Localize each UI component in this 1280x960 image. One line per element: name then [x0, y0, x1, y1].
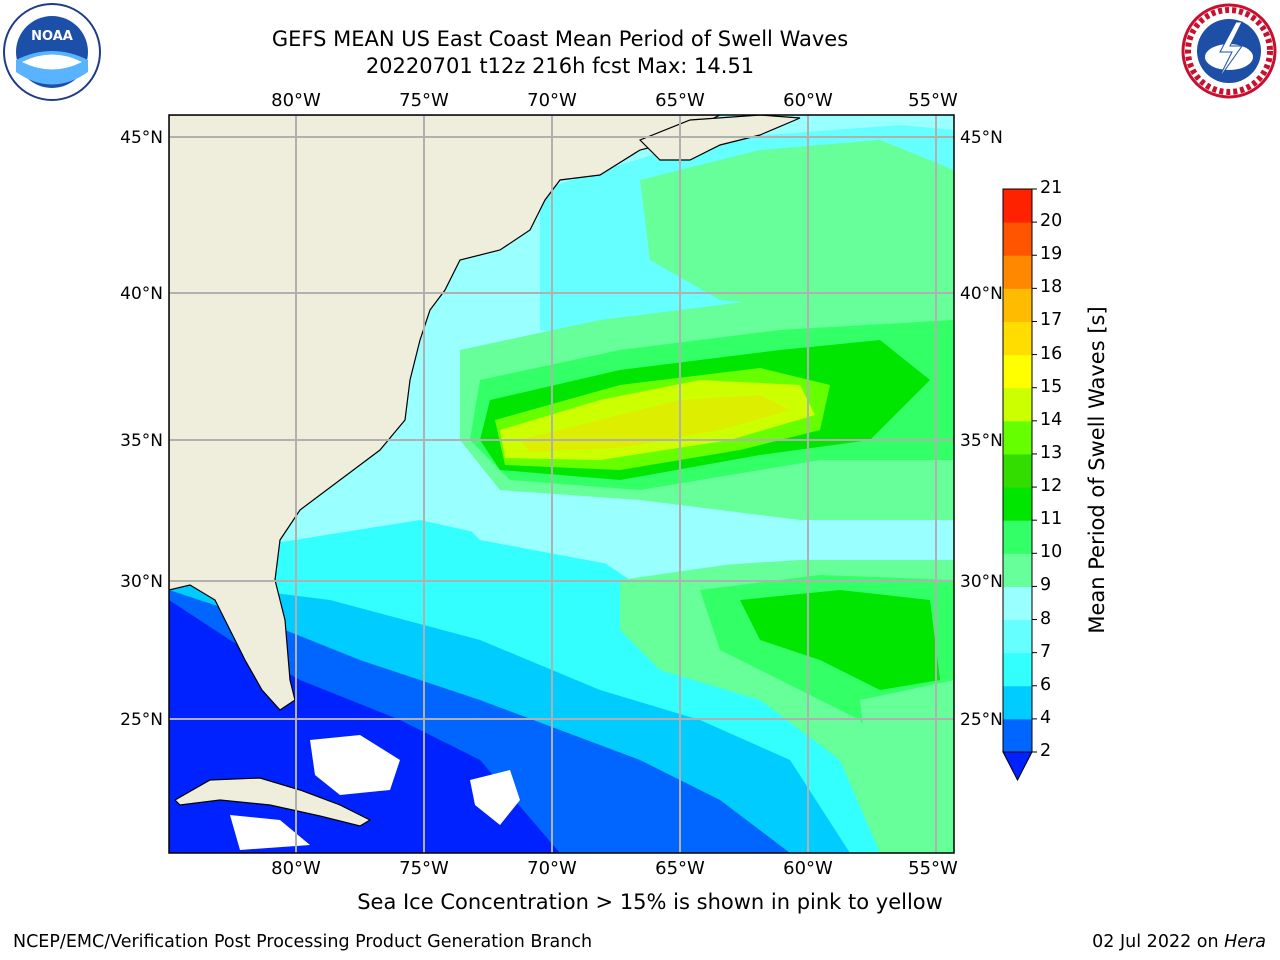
region-period-9-north	[640, 140, 954, 310]
lat-label-right: 45°N	[960, 128, 1003, 148]
colorbar-tick-label: 7	[1040, 641, 1052, 662]
region-period-14	[520, 395, 790, 452]
land-cuba	[174, 777, 372, 827]
colorbar-swatch	[1003, 652, 1032, 687]
noaa-logo: NOAA	[3, 3, 101, 101]
lat-label-right: 40°N	[960, 284, 1003, 304]
lat-label-left: 25°N	[120, 710, 163, 730]
region-period-11-south	[740, 590, 940, 690]
lon-label-bottom: 75°W	[399, 858, 449, 879]
lon-label-top: 65°W	[655, 90, 705, 111]
colorbar-swatch	[1003, 288, 1032, 322]
footer-host: Hera	[1224, 932, 1266, 952]
lat-label-left: 45°N	[120, 128, 163, 148]
colorbar-swatch	[1003, 255, 1032, 289]
sea-ice-note: Sea Ice Concentration > 15% is shown in …	[357, 890, 943, 914]
map-gridlines	[169, 115, 954, 853]
lat-label-right: 25°N	[960, 710, 1003, 730]
lon-label-bottom: 60°W	[783, 858, 833, 879]
region-missing-atlantic	[470, 770, 520, 825]
footer-credit: NCEP/EMC/Verification Post Processing Pr…	[13, 932, 593, 952]
chart-subtitle: 20220701 t12z 216h fcst Max: 14.51	[365, 54, 755, 78]
colorbar-tick-label: 21	[1040, 178, 1063, 198]
lat-label-left: 30°N	[120, 572, 163, 592]
colorbar-swatch	[1003, 685, 1032, 720]
colorbar-tick-label: 15	[1040, 376, 1063, 397]
land-north-america	[169, 115, 721, 711]
colorbar-swatch	[1003, 553, 1032, 587]
lat-label-right: 35°N	[960, 431, 1003, 451]
lon-label-bottom: 80°W	[271, 858, 321, 879]
colorbar-under-arrow	[1002, 751, 1033, 782]
colorbar-title: Mean Period of Swell Waves [s]	[1085, 306, 1109, 634]
colorbar-swatch	[1003, 520, 1032, 554]
colorbar-swatch	[1003, 321, 1032, 356]
nws-logo	[1181, 3, 1277, 99]
lat-label-left: 40°N	[120, 284, 163, 304]
colorbar-swatch	[1003, 420, 1032, 455]
colorbar-tick-label: 13	[1040, 442, 1063, 463]
colorbar-tick-label: 16	[1040, 343, 1063, 364]
colorbar-tick-label: 17	[1040, 310, 1063, 331]
lon-label-top: 60°W	[783, 90, 833, 111]
lat-label-right: 30°N	[960, 572, 1003, 592]
lon-label-top: 75°W	[399, 90, 449, 111]
lat-label-left: 35°N	[120, 431, 163, 451]
colorbar-frame	[1002, 188, 1033, 753]
chart-title: GEFS MEAN US East Coast Mean Period of S…	[271, 27, 849, 51]
region-missing-cuba-south	[230, 815, 310, 850]
colorbar-swatch	[1003, 354, 1032, 389]
colorbar-swatch	[1003, 189, 1032, 223]
region-period-8-mid	[430, 490, 820, 570]
lon-label-bottom: 70°W	[527, 858, 577, 879]
colorbar-swatch	[1003, 718, 1032, 753]
colorbar-tick-label: 19	[1040, 244, 1063, 265]
lon-label-top: 80°W	[271, 90, 321, 111]
colorbar-tick-label: 8	[1040, 608, 1052, 629]
lon-label-bottom: 65°W	[655, 858, 705, 879]
colorbar-tick-label: 10	[1040, 542, 1063, 563]
footer-date: 02 Jul 2022 on Hera	[1092, 932, 1266, 952]
lon-label-bottom: 55°W	[908, 858, 958, 879]
footer-date-text: 02 Jul 2022 on	[1092, 932, 1225, 952]
colorbar-tick-label: 12	[1040, 476, 1063, 497]
colorbar-tick-label: 2	[1040, 741, 1052, 761]
colorbar-tick-label: 9	[1040, 575, 1052, 596]
colorbar-swatch	[1003, 619, 1032, 654]
colorbar-swatch	[1003, 487, 1032, 521]
lon-label-top: 70°W	[527, 90, 577, 111]
colorbar-tick-label: 18	[1040, 277, 1063, 298]
map-frame	[168, 114, 955, 854]
colorbar-swatch	[1003, 222, 1032, 256]
colorbar-tick-label: 6	[1040, 674, 1052, 695]
colorbar-swatch	[1003, 387, 1032, 422]
colorbar-tick-label: 4	[1040, 707, 1052, 728]
region-missing-bahamas	[310, 735, 400, 795]
colorbar-tick-label: 20	[1040, 211, 1063, 232]
noaa-logo-text: NOAA	[31, 29, 73, 44]
colorbar	[1002, 188, 1037, 782]
map-area	[169, 115, 954, 853]
colorbar-swatch	[1003, 453, 1032, 488]
colorbar-tick-label: 11	[1040, 509, 1063, 530]
region-period-9-southeast	[860, 680, 954, 853]
colorbar-tick-label: 14	[1040, 409, 1063, 430]
colorbar-swatch	[1003, 586, 1032, 621]
lon-label-top: 55°W	[908, 90, 958, 111]
